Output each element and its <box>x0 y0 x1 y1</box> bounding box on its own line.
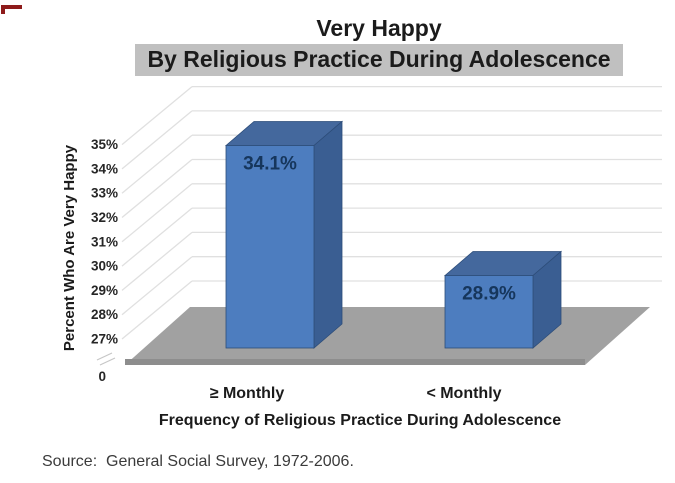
y-tick-label: 31% <box>91 234 118 249</box>
corner-mark-horizontal <box>1 5 22 9</box>
side-wall-gridline <box>121 207 193 267</box>
chart-subtitle: By Religious Practice During Adolescence <box>135 44 623 76</box>
category-label: < Monthly <box>426 385 501 402</box>
side-wall-gridline <box>121 134 193 194</box>
category-label: ≥ Monthly <box>210 385 285 402</box>
bar-front-face <box>225 145 315 349</box>
bar-side-face <box>313 120 343 349</box>
side-wall-gridline <box>121 158 193 219</box>
side-wall-gridline <box>121 86 193 146</box>
bar-value-label: 34.1% <box>243 154 297 175</box>
y-tick-label: 28% <box>91 307 118 322</box>
chart-title: Very Happy <box>316 15 442 41</box>
side-wall-gridline <box>121 280 193 340</box>
y-tick-label: 29% <box>91 283 118 298</box>
side-wall-gridline <box>121 256 193 316</box>
bar-chart-plot: 34.1% ≥ Monthly 28.9% < Monthly 35% 34% 33% 32%… <box>91 85 662 402</box>
side-wall-gridline <box>121 183 193 243</box>
corner-mark <box>1 5 22 14</box>
y-tick-label: 32% <box>91 210 118 225</box>
chart-subtitle-row: By Religious Practice During Adolescence <box>84 44 674 76</box>
y-tick-label: 35% <box>91 137 118 152</box>
bar-value-label: 28.9% <box>462 284 516 305</box>
y-origin-label: 0 <box>98 369 106 384</box>
source-note: Source: General Social Survey, 1972-2006… <box>42 453 354 470</box>
y-tick-label: 34% <box>91 161 118 176</box>
axis-break-mark <box>96 352 116 366</box>
bar-front-face <box>444 275 534 349</box>
side-wall-gridline <box>121 110 193 170</box>
y-tick-label: 27% <box>91 332 118 347</box>
chart-floor-front-edge <box>125 359 585 365</box>
corner-mark-vertical <box>1 5 5 14</box>
y-tick-label: 30% <box>91 259 118 274</box>
chart-floor <box>125 307 650 365</box>
y-tick-label: 33% <box>91 186 118 201</box>
side-wall-gridline <box>121 231 193 291</box>
x-axis-title: Frequency of Religious Practice During A… <box>158 412 562 429</box>
